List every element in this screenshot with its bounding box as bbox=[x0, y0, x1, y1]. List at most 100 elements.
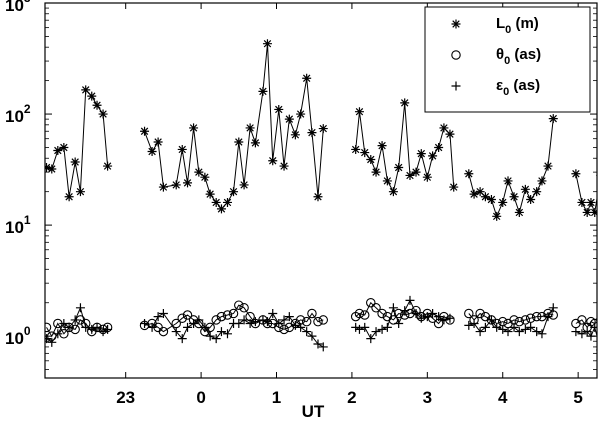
data-point-plus bbox=[140, 319, 150, 329]
y-tick-label: 101 bbox=[5, 213, 31, 237]
data-point-plus bbox=[200, 322, 210, 332]
data-point-plus bbox=[520, 324, 530, 334]
x-axis-label: UT bbox=[302, 402, 325, 421]
data-point-asterisk bbox=[87, 91, 97, 101]
data-point-plus bbox=[103, 324, 113, 334]
data-point-plus bbox=[222, 329, 232, 339]
data-point-plus bbox=[400, 306, 410, 316]
data-point-plus bbox=[577, 329, 587, 339]
data-point-asterisk bbox=[400, 98, 410, 108]
data-point-asterisk bbox=[274, 104, 284, 114]
data-point-plus bbox=[464, 320, 474, 330]
data-point-asterisk bbox=[449, 182, 459, 192]
data-point-plus bbox=[422, 312, 432, 322]
data-point-circle bbox=[307, 308, 317, 319]
data-point-plus bbox=[211, 334, 221, 344]
y-tick-label: 103 bbox=[5, 0, 31, 15]
data-point-circle bbox=[520, 315, 531, 325]
data-point-circle bbox=[531, 311, 542, 322]
data-point-plus bbox=[205, 331, 215, 341]
data-point-asterisk bbox=[258, 86, 268, 96]
data-point-asterisk bbox=[469, 189, 479, 199]
data-point-asterisk bbox=[290, 130, 300, 140]
legend-label: L0 (m) bbox=[496, 15, 539, 36]
data-point-plus bbox=[354, 324, 364, 334]
data-point-plus bbox=[503, 327, 513, 337]
data-point-asterisk bbox=[284, 114, 294, 124]
data-point-circle bbox=[525, 313, 536, 323]
data-point-circle bbox=[177, 313, 187, 323]
data-point-plus bbox=[70, 315, 80, 325]
data-point-plus bbox=[492, 322, 502, 332]
data-point-plus bbox=[194, 315, 204, 325]
data-point-plus bbox=[47, 337, 57, 347]
data-point-asterisk bbox=[70, 157, 80, 167]
data-point-plus bbox=[351, 322, 361, 332]
data-point-circle bbox=[234, 300, 244, 310]
data-point-asterisk bbox=[216, 204, 226, 214]
data-point-asterisk bbox=[416, 149, 426, 159]
series-line bbox=[144, 43, 324, 210]
series-circle bbox=[45, 297, 597, 341]
data-point-plus bbox=[548, 303, 558, 313]
data-point-plus bbox=[532, 327, 542, 337]
data-point-asterisk bbox=[239, 180, 249, 190]
data-point-asterisk bbox=[211, 197, 221, 207]
data-point-asterisk bbox=[509, 192, 519, 202]
data-point-plus bbox=[451, 81, 461, 91]
data-point-plus bbox=[388, 303, 398, 313]
data-point-asterisk bbox=[371, 167, 381, 177]
data-point-circle bbox=[371, 303, 381, 313]
data-point-plus bbox=[469, 319, 479, 329]
data-point-plus bbox=[428, 308, 438, 318]
data-point-circle bbox=[359, 310, 370, 320]
data-point-asterisk bbox=[532, 187, 542, 197]
data-point-plus bbox=[81, 322, 91, 332]
data-point-circle bbox=[313, 316, 323, 327]
series-line bbox=[468, 307, 554, 335]
series-line bbox=[575, 173, 597, 215]
legend-label: θ0 (as) bbox=[496, 46, 541, 67]
data-point-plus bbox=[313, 339, 323, 349]
data-point-circle bbox=[211, 315, 221, 325]
data-point-asterisk bbox=[103, 161, 113, 171]
data-point-plus bbox=[189, 319, 199, 329]
data-point-asterisk bbox=[98, 109, 108, 119]
data-point-circle bbox=[239, 303, 249, 313]
data-point-circle bbox=[158, 326, 169, 337]
data-point-asterisk bbox=[394, 163, 404, 173]
data-point-asterisk bbox=[377, 141, 387, 151]
legend: L0 (m) θ0 (as) ε0 (as) bbox=[424, 6, 591, 113]
data-point-asterisk bbox=[526, 195, 536, 205]
data-point-plus bbox=[290, 320, 300, 330]
data-point-plus bbox=[171, 327, 181, 337]
data-point-plus bbox=[377, 324, 387, 334]
data-point-plus bbox=[216, 327, 226, 337]
data-point-asterisk bbox=[81, 85, 91, 95]
data-point-circle bbox=[475, 308, 485, 319]
data-point-plus bbox=[158, 308, 168, 318]
data-point-asterisk bbox=[351, 144, 361, 154]
data-point-asterisk bbox=[183, 178, 193, 188]
x-tick-label: 4 bbox=[498, 388, 508, 407]
legend-label: ε0 (as) bbox=[496, 77, 540, 98]
data-point-asterisk bbox=[405, 170, 415, 180]
data-point-plus bbox=[480, 322, 490, 332]
data-point-circle bbox=[70, 324, 80, 335]
data-point-plus bbox=[571, 327, 581, 337]
data-point-plus bbox=[177, 334, 187, 344]
data-point-plus bbox=[318, 342, 328, 352]
legend-item: ε0 (as) bbox=[451, 77, 540, 98]
data-point-plus bbox=[258, 315, 268, 325]
data-point-plus bbox=[183, 322, 193, 332]
series-line bbox=[575, 325, 597, 338]
series-plus bbox=[45, 295, 597, 352]
legend-item: θ0 (as) bbox=[451, 46, 541, 67]
data-point-asterisk bbox=[360, 148, 370, 158]
x-tick-label: 2 bbox=[347, 388, 356, 407]
tick-marks bbox=[45, 2, 597, 378]
data-point-plus bbox=[87, 324, 97, 334]
data-point-plus bbox=[268, 308, 278, 318]
data-point-asterisk bbox=[158, 182, 168, 192]
